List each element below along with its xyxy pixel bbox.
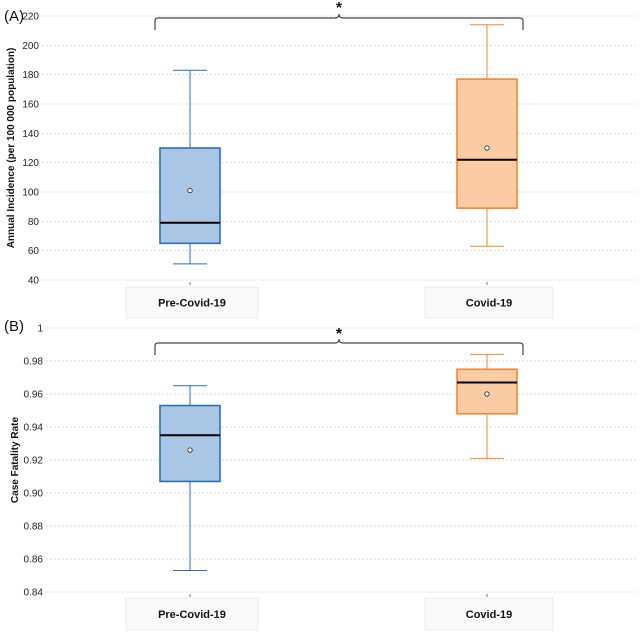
- y-tick-label: 100: [22, 188, 39, 199]
- mean-marker: [187, 187, 193, 194]
- panel-b-fatality: 0.84 0.86 0.88 0.90 0.92 0.94 0.96 0.98 1 (B) Case…: [4, 318, 636, 631]
- y-tick-label: 160: [22, 100, 39, 111]
- y-tick-label: 40: [28, 276, 40, 287]
- y-tick-label: 0.94: [24, 423, 44, 434]
- y-tick-label: 0.90: [24, 489, 44, 500]
- y-tick-label: 0.92: [24, 456, 44, 467]
- category-label-box: [125, 286, 259, 319]
- y-axis-label: Case Fatality Rate: [10, 416, 21, 503]
- significance-bracket: [154, 13, 524, 30]
- panel-label: (B): [4, 318, 24, 335]
- significance-bracket: [154, 338, 524, 355]
- mean-marker: [187, 447, 193, 453]
- y-tick-label: 0.88: [24, 522, 44, 533]
- y-tick-label: 80: [28, 217, 40, 228]
- panel-label: (A): [4, 8, 24, 25]
- y-tick-label: 220: [22, 12, 39, 23]
- category-label-box: [125, 597, 259, 631]
- box-iqr: [159, 404, 221, 483]
- panel-a-incidence: 40 60 80 100 120 140 160 180 200 220(A) Annual Inc…: [4, 0, 636, 319]
- x-category-label: Covid-19: [466, 298, 512, 310]
- mean-marker: [484, 391, 490, 397]
- y-tick-label: 0.96: [24, 390, 44, 401]
- y-tick-label: 0.86: [24, 555, 44, 566]
- significance-marker: *: [336, 0, 343, 17]
- mean-marker: [484, 145, 490, 151]
- x-category-label: Pre-Covid-19: [158, 298, 226, 310]
- y-axis-label: Annual Incidence (per 100 000 population…: [6, 48, 17, 249]
- box-iqr: [456, 78, 518, 209]
- x-category-label: Pre-Covid-19: [158, 609, 226, 621]
- box-iqr: [159, 147, 221, 245]
- y-tick-label: 120: [22, 158, 39, 169]
- significance-marker: *: [336, 326, 343, 343]
- y-tick-label: 140: [22, 129, 39, 140]
- x-category-label: Covid-19: [466, 609, 512, 621]
- category-label-box: [424, 286, 554, 319]
- y-tick-label: 60: [28, 246, 40, 257]
- y-tick-label: 180: [22, 70, 39, 81]
- y-tick-label: 0.84: [24, 588, 44, 599]
- category-label-box: [424, 597, 554, 631]
- y-tick-label: 0.98: [24, 357, 44, 368]
- y-tick-label: 200: [22, 41, 39, 52]
- y-tick-label: 1: [37, 324, 43, 335]
